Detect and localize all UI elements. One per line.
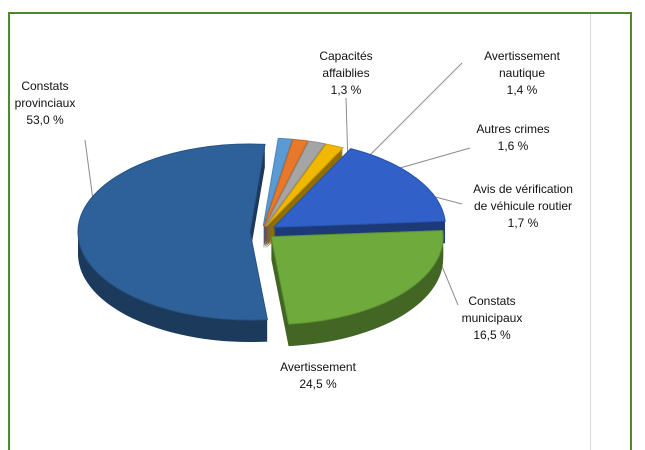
category-label: Autres crimes (476, 122, 550, 136)
category-label: Constats municipaux (461, 294, 523, 325)
value-label: 53,0 % (26, 113, 64, 127)
slice (262, 137, 293, 227)
category-label: Avertissement (280, 360, 356, 374)
value-label: 1,7 % (507, 216, 539, 230)
value-label: 1,6 % (497, 139, 529, 153)
leader-line (356, 62, 463, 169)
slice (272, 148, 446, 228)
data-label: Avertissement nautique 1,4 % (467, 48, 577, 99)
slice (264, 140, 327, 227)
slice (77, 143, 268, 321)
category-label: Avertissement nautique (484, 49, 560, 80)
data-label: Avis de vérification de véhicule routier… (468, 181, 578, 232)
slice (263, 138, 309, 227)
data-label: Constats municipaux 16,5 % (447, 293, 537, 344)
value-label: 24,5 % (299, 377, 337, 391)
data-label: Constats provinciaux 53,0 % (0, 78, 90, 129)
slice (265, 143, 344, 227)
slice (270, 229, 444, 325)
data-label: Capacités affaiblies 1,3 % (301, 48, 391, 99)
data-label: Avertissement 24,5 % (258, 359, 378, 393)
category-label: Constats provinciaux (14, 79, 76, 110)
value-label: 16,5 % (473, 328, 511, 342)
chart-frame (8, 12, 632, 450)
value-label: 1,3 % (330, 83, 362, 97)
data-label: Autres crimes 1,6 % (463, 121, 563, 155)
panel-divider (590, 14, 591, 450)
value-label: 1,4 % (506, 83, 538, 97)
leader-line (84, 139, 94, 201)
category-label: Avis de vérification de véhicule routier (473, 182, 573, 213)
category-label: Capacités affaiblies (319, 49, 373, 80)
